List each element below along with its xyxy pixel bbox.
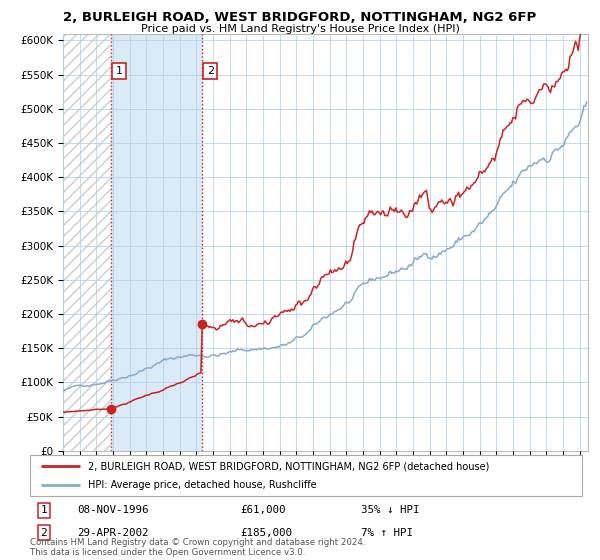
Text: 2: 2 [207,66,214,76]
Text: £185,000: £185,000 [240,528,292,538]
Text: HPI: Average price, detached house, Rushcliffe: HPI: Average price, detached house, Rush… [88,480,317,489]
Text: Price paid vs. HM Land Registry's House Price Index (HPI): Price paid vs. HM Land Registry's House … [140,24,460,34]
Bar [110,34,202,451]
Text: 2, BURLEIGH ROAD, WEST BRIDGFORD, NOTTINGHAM, NG2 6FP (detached house): 2, BURLEIGH ROAD, WEST BRIDGFORD, NOTTIN… [88,461,490,471]
Text: £61,000: £61,000 [240,505,285,515]
Text: 1: 1 [40,505,47,515]
Text: 08-NOV-1996: 08-NOV-1996 [77,505,148,515]
Bar [63,34,110,451]
Text: 29-APR-2002: 29-APR-2002 [77,528,148,538]
Text: 1: 1 [116,66,122,76]
FancyBboxPatch shape [30,455,582,496]
Text: 7% ↑ HPI: 7% ↑ HPI [361,528,413,538]
Text: 2, BURLEIGH ROAD, WEST BRIDGFORD, NOTTINGHAM, NG2 6FP: 2, BURLEIGH ROAD, WEST BRIDGFORD, NOTTIN… [64,11,536,24]
Text: 35% ↓ HPI: 35% ↓ HPI [361,505,420,515]
Text: Contains HM Land Registry data © Crown copyright and database right 2024.
This d: Contains HM Land Registry data © Crown c… [30,538,365,557]
Text: 2: 2 [40,528,47,538]
